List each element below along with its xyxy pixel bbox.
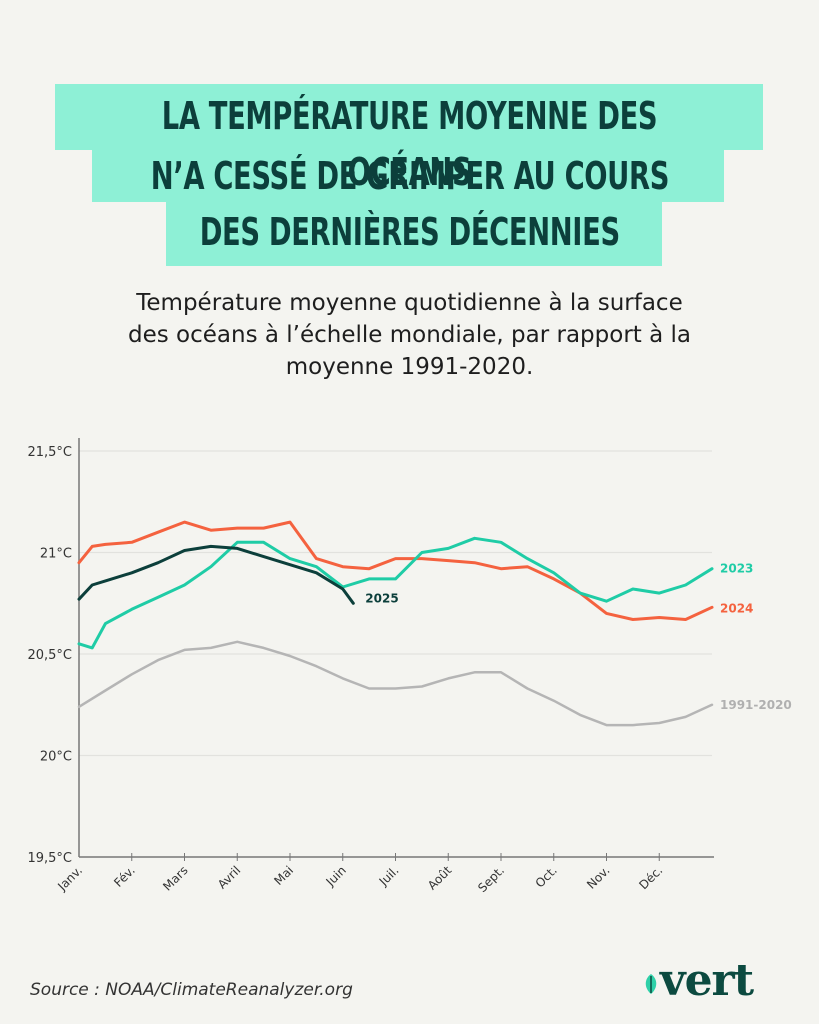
y-tick-label: 19,5°C bbox=[27, 851, 72, 866]
x-tick-label: Mars bbox=[160, 863, 190, 893]
title-text: DES DERNIÈRES DÉCENNIES bbox=[199, 210, 620, 254]
x-tick-label: Avril bbox=[215, 863, 243, 891]
y-tick-label: 20,5°C bbox=[27, 648, 72, 663]
y-tick-label: 21,5°C bbox=[27, 445, 72, 460]
subtitle-line: Température moyenne quotidienne à la sur… bbox=[136, 290, 683, 316]
title-line-1: LA TEMPÉRATURE MOYENNE DES OCÉANS bbox=[0, 88, 819, 200]
series-line-2024 bbox=[77, 520, 714, 621]
y-tick-label: 21°C bbox=[40, 547, 72, 562]
x-tick-label: Déc. bbox=[636, 863, 665, 892]
x-tick-label: Juin bbox=[323, 863, 349, 889]
x-tick-label: Janv. bbox=[54, 863, 85, 894]
series-line-2023 bbox=[77, 536, 714, 650]
title-highlight-2 bbox=[92, 146, 724, 202]
series-label-1991-2020: 1991-2020 bbox=[720, 698, 792, 712]
source-text: Source : NOAA/ClimateReanalyzer.org bbox=[30, 980, 353, 1000]
vert-logo: vert bbox=[660, 955, 754, 1006]
x-tick-label: Mai bbox=[271, 863, 296, 888]
series-label-2025: 2025 bbox=[365, 591, 398, 605]
chart-subtitle: Température moyenne quotidienne à la sur… bbox=[0, 287, 819, 383]
series-line-2025 bbox=[77, 544, 355, 605]
subtitle-line: des océans à l’échelle mondiale, par rap… bbox=[127, 322, 691, 348]
title-text: N’A CESSÉ DE GRIMPER AU COURS bbox=[150, 154, 669, 198]
x-tick-label: Nov. bbox=[584, 863, 613, 892]
leaf-icon bbox=[645, 974, 657, 994]
x-tick-label: Fév. bbox=[111, 863, 138, 890]
series-label-2024: 2024 bbox=[720, 601, 753, 615]
title-highlight-3 bbox=[166, 198, 662, 266]
title-text: LA TEMPÉRATURE MOYENNE DES OCÉANS bbox=[161, 94, 658, 194]
subtitle-line: moyenne 1991-2020. bbox=[285, 354, 534, 380]
x-tick-label: Juil. bbox=[376, 863, 402, 889]
x-tick-label: Sept. bbox=[475, 863, 507, 895]
series-label-2023: 2023 bbox=[720, 562, 753, 576]
title-line-2: N’A CESSÉ DE GRIMPER AU COURS bbox=[0, 148, 819, 204]
title-highlight-1 bbox=[55, 84, 763, 150]
series-line-1991-2020 bbox=[77, 640, 714, 727]
x-tick-label: Août bbox=[425, 863, 455, 893]
y-tick-label: 20°C bbox=[40, 750, 72, 765]
title-line-3: DES DERNIÈRES DÉCENNIES bbox=[0, 204, 819, 260]
x-tick-label: Oct. bbox=[533, 863, 560, 890]
